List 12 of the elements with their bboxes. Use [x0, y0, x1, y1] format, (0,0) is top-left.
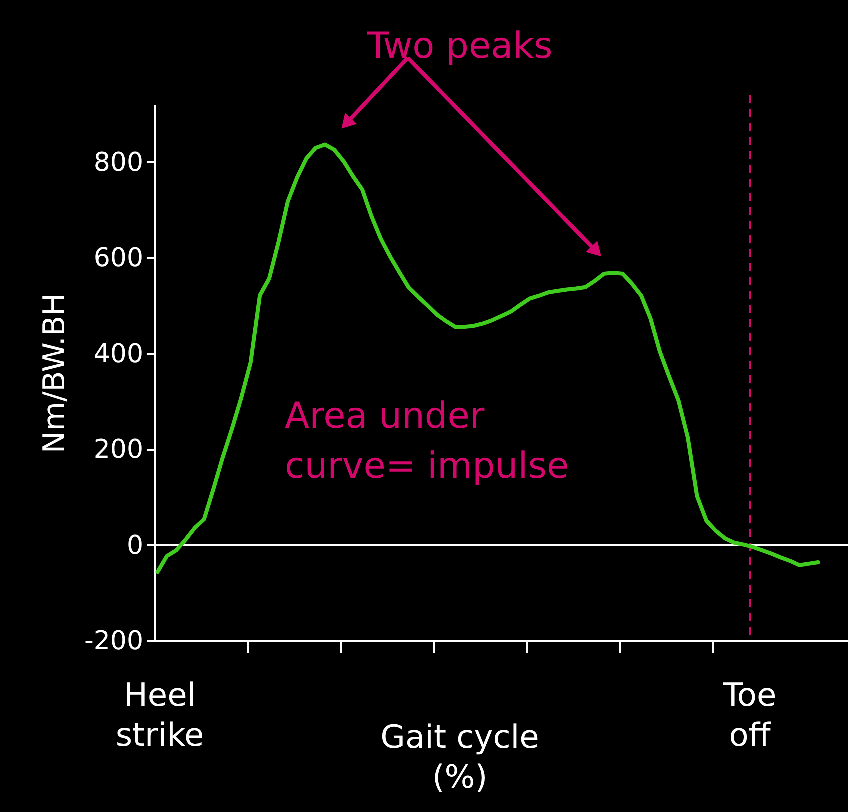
- text: Toe off: [722, 676, 777, 754]
- y-tick-label: 0: [126, 530, 144, 561]
- y-tick-label: -200: [84, 626, 144, 656]
- x-axis-title: Gait cycle (%): [380, 718, 540, 796]
- text: Two peaks: [366, 26, 553, 67]
- y-tick-label: 600: [94, 244, 144, 274]
- y-axis-title: Nm/BW.BH: [37, 293, 72, 454]
- y-tick-label: 400: [94, 339, 144, 370]
- y-tick-label: 200: [94, 435, 144, 466]
- y-tick-label: 800: [94, 148, 144, 178]
- text: Heel strike: [116, 676, 204, 754]
- annotation: Area under curve= impulse: [285, 396, 570, 487]
